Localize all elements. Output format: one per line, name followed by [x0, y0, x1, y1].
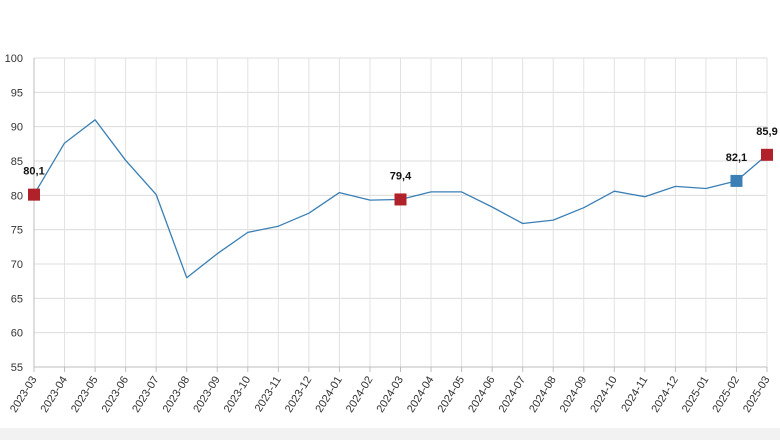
- highlight-markers: [28, 148, 773, 206]
- x-tick-label: 2024-04: [405, 374, 437, 415]
- data-label: 80,1: [23, 166, 44, 178]
- x-tick-label: 2024-08: [527, 374, 559, 415]
- bottom-band: [0, 428, 780, 440]
- x-tick-label: 2024-05: [436, 374, 468, 415]
- y-tick-label: 85: [11, 156, 23, 168]
- y-tick-label: 75: [11, 225, 23, 237]
- y-tick-label: 70: [11, 259, 23, 271]
- y-tick-label: 55: [11, 362, 23, 374]
- y-tick-label: 100: [5, 53, 23, 65]
- x-tick-label: 2023-04: [39, 374, 71, 415]
- x-tick-label: 2024-10: [588, 374, 620, 415]
- data-labels: 80,1 79,4 82,1 85,9: [23, 126, 777, 183]
- grid: [33, 57, 768, 368]
- x-tick-label: 2023-09: [191, 374, 223, 415]
- y-tick-label: 90: [11, 122, 23, 134]
- y-tick-label: 80: [11, 190, 23, 202]
- y-tick-label: 60: [11, 328, 23, 340]
- x-tick-label: 2024-07: [497, 374, 529, 415]
- axes: 5560657075808590951002023-032023-042023-…: [5, 53, 773, 415]
- x-tick-label: 2023-07: [130, 374, 162, 415]
- x-tick-label: 2025-03: [741, 374, 773, 415]
- x-tick-label: 2024-12: [649, 374, 681, 415]
- y-tick-label: 95: [11, 87, 23, 99]
- x-tick-label: 2023-08: [161, 374, 193, 415]
- x-tick-label: 2025-01: [680, 374, 712, 415]
- highlight-marker: [28, 188, 40, 201]
- x-tick-label: 2025-02: [710, 374, 742, 415]
- x-tick-label: 2023-03: [8, 374, 40, 415]
- x-tick-label: 2023-10: [222, 374, 254, 415]
- x-tick-label: 2024-03: [374, 374, 406, 415]
- highlight-marker: [761, 148, 773, 161]
- y-tick-label: 65: [11, 293, 23, 305]
- highlight-marker: [730, 174, 743, 187]
- x-tick-label: 2024-06: [466, 374, 498, 415]
- data-label: 82,1: [726, 152, 747, 164]
- x-tick-label: 2024-11: [619, 374, 650, 414]
- data-label: 85,9: [756, 126, 777, 138]
- x-tick-label: 2024-01: [313, 374, 345, 415]
- x-tick-label: 2023-11: [253, 374, 284, 414]
- data-label: 79,4: [390, 170, 412, 182]
- x-tick-label: 2023-06: [100, 374, 132, 415]
- x-tick-label: 2024-02: [344, 374, 376, 415]
- x-tick-label: 2024-09: [558, 374, 590, 415]
- x-tick-label: 2023-12: [283, 374, 315, 415]
- x-tick-label: 2023-05: [69, 374, 101, 415]
- highlight-marker: [394, 193, 407, 206]
